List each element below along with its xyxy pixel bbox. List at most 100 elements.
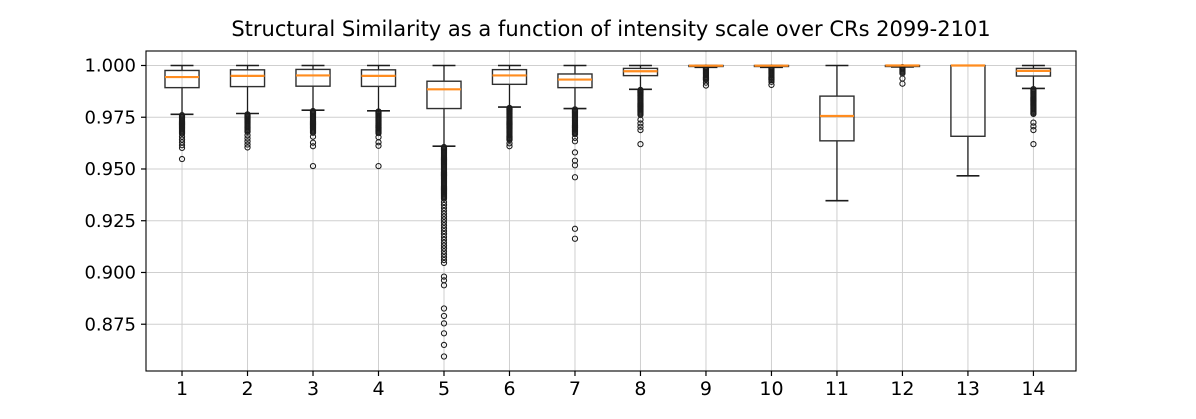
x-tick-label: 7: [569, 378, 581, 400]
flier-point: [440, 216, 448, 223]
flier-point: [440, 198, 448, 206]
x-tick-label: 4: [372, 378, 384, 400]
axes-frame: [145, 50, 1077, 372]
box-rect: [819, 95, 855, 142]
flier-point: [440, 312, 448, 320]
y-tick-label: 0.950: [84, 159, 136, 180]
flier-point: [440, 273, 448, 280]
flier-point: [571, 162, 579, 169]
flier-point: [440, 254, 448, 261]
box-rect: [229, 69, 266, 88]
flier-point: [506, 140, 513, 147]
flier-point: [244, 141, 251, 148]
flier-point: [702, 79, 710, 86]
flier-point: [506, 143, 513, 150]
x-tick-label: 9: [700, 378, 712, 400]
flier-point: [571, 174, 579, 181]
flier-point: [440, 305, 448, 312]
flier-point: [637, 126, 644, 134]
flier-point: [571, 235, 579, 242]
flier-point: [440, 353, 448, 360]
flier-point: [440, 195, 448, 202]
flier-point: [244, 138, 251, 145]
flier-point: [309, 129, 317, 136]
x-tick-label: 8: [634, 378, 646, 400]
flier-point: [375, 162, 382, 170]
flier-point: [768, 81, 775, 89]
x-tick-label: 6: [503, 378, 515, 400]
flier-point: [440, 210, 448, 217]
flier-point: [440, 248, 448, 255]
flier-point: [375, 142, 382, 149]
flier-point: [440, 207, 448, 214]
flier-point: [178, 130, 186, 137]
x-tick-label: 13: [956, 378, 980, 400]
flier-point: [309, 162, 317, 170]
flier-point: [440, 282, 448, 289]
flier-point: [440, 219, 448, 226]
x-tick-label: 10: [759, 378, 783, 400]
flier-point: [571, 149, 579, 156]
flier-point: [1030, 126, 1037, 134]
flier-point: [440, 222, 448, 229]
flier-point: [375, 130, 382, 137]
flier-point: [244, 135, 251, 142]
flier-point: [440, 256, 448, 264]
flier-point: [440, 213, 448, 220]
flier-point: [178, 155, 186, 163]
box-rect: [426, 80, 462, 110]
flier-point: [309, 133, 317, 140]
flier-point: [178, 144, 186, 151]
flier-point: [244, 132, 251, 139]
flier-point: [571, 138, 579, 145]
y-tick-label: 0.900: [84, 263, 136, 284]
box-rect: [557, 73, 593, 89]
x-tick-label: 2: [241, 378, 253, 400]
y-tick-label: 1.000: [84, 56, 136, 77]
flier-point: [637, 116, 644, 123]
flier-point: [178, 142, 186, 149]
flier-point: [637, 120, 644, 127]
flier-point: [440, 239, 448, 246]
x-tick-label: 1: [176, 378, 188, 400]
flier-point: [1030, 141, 1037, 148]
flier-point: [637, 123, 644, 130]
box-rect: [295, 68, 331, 87]
flier-point: [440, 330, 448, 337]
flier-point: [571, 225, 579, 232]
flier-point: [440, 242, 448, 249]
flier-point: [440, 233, 448, 240]
flier-point: [440, 320, 448, 327]
flier-point: [440, 245, 448, 252]
flier-point: [440, 259, 448, 267]
box-rect: [1015, 67, 1052, 77]
flier-point: [440, 227, 448, 235]
flier-point: [1030, 119, 1037, 126]
flier-point: [375, 139, 382, 146]
x-tick-label: 14: [1021, 378, 1045, 400]
flier-point: [768, 78, 775, 85]
flier-point: [506, 136, 513, 144]
flier-point: [899, 80, 906, 87]
x-tick-label: 5: [438, 378, 450, 400]
flier-point: [440, 204, 448, 212]
x-tick-label: 11: [825, 378, 849, 400]
flier-point: [244, 128, 251, 136]
flier-point: [440, 225, 448, 232]
flier-point: [571, 134, 579, 142]
y-tick-label: 0.925: [84, 211, 136, 232]
box-rect: [164, 69, 200, 89]
flier-point: [440, 251, 448, 258]
flier-point: [440, 201, 448, 209]
flier-point: [440, 230, 448, 238]
x-tick-label: 3: [307, 378, 319, 400]
flier-point: [244, 144, 251, 151]
y-tick-label: 0.975: [84, 107, 136, 128]
flier-point: [571, 131, 579, 138]
flier-point: [1030, 110, 1037, 118]
flier-point: [571, 157, 579, 164]
flier-point: [702, 82, 710, 89]
y-tick-label: 0.875: [84, 314, 136, 335]
